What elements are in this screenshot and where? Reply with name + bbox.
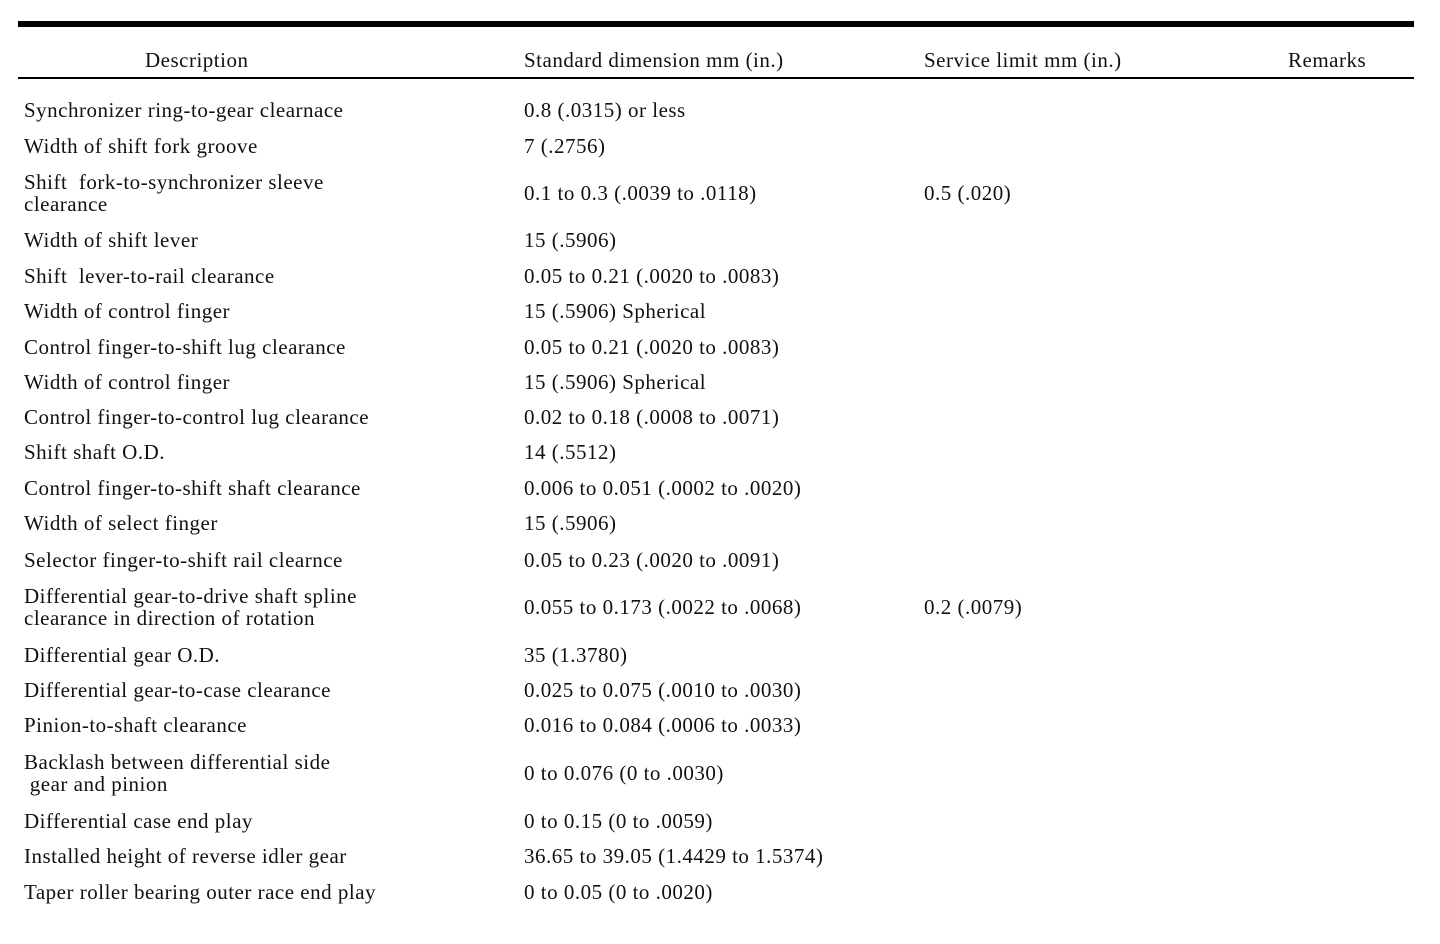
- cell-standard: 0.055 to 0.173 (.0022 to .0068): [524, 595, 802, 619]
- header-standard-dimension: Standard dimension mm (in.): [524, 48, 784, 72]
- cell-standard: 0.02 to 0.18 (.0008 to .0071): [524, 405, 780, 429]
- cell-description: Differential gear-to-drive shaft spline …: [24, 584, 357, 630]
- cell-description: Shift shaft O.D.: [24, 440, 165, 464]
- cell-description: Synchronizer ring-to-gear clearnace: [24, 98, 344, 122]
- cell-description: Width of select finger: [24, 511, 218, 535]
- header-service-limit: Service limit mm (in.): [924, 48, 1122, 72]
- cell-description: Installed height of reverse idler gear: [24, 844, 347, 868]
- cell-description: Taper roller bearing outer race end play: [24, 880, 377, 904]
- cell-standard: 0.025 to 0.075 (.0010 to .0030): [524, 678, 802, 702]
- cell-standard: 0 to 0.076 (0 to .0030): [524, 761, 724, 785]
- cell-standard: 0.05 to 0.21 (.0020 to .0083): [524, 264, 780, 288]
- cell-description: Differential gear O.D.: [24, 643, 221, 667]
- cell-description: Width of shift fork groove: [24, 134, 258, 158]
- table-top-rule: [18, 21, 1414, 27]
- cell-standard: 15 (.5906) Spherical: [524, 370, 707, 394]
- cell-description: Differential gear-to-case clearance: [24, 678, 331, 702]
- cell-service: 0.2 (.0079): [924, 595, 1023, 619]
- cell-standard: 14 (.5512): [524, 440, 617, 464]
- cell-standard: 0.05 to 0.23 (.0020 to .0091): [524, 548, 780, 572]
- cell-standard: 7 (.2756): [524, 134, 606, 158]
- cell-standard: 0.016 to 0.084 (.0006 to .0033): [524, 713, 802, 737]
- cell-service: 0.5 (.020): [924, 181, 1012, 205]
- cell-description: Backlash between differential side gear …: [24, 750, 331, 796]
- cell-standard: 15 (.5906): [524, 228, 617, 252]
- cell-description: Pinion-to-shaft clearance: [24, 713, 247, 737]
- cell-standard: 15 (.5906): [524, 511, 617, 535]
- header-remarks: Remarks: [1288, 48, 1367, 72]
- header-rule: [18, 77, 1414, 79]
- cell-standard: 0.8 (.0315) or less: [524, 98, 686, 122]
- cell-standard: 35 (1.3780): [524, 643, 628, 667]
- cell-standard: 0.1 to 0.3 (.0039 to .0118): [524, 181, 757, 205]
- cell-description: Width of shift lever: [24, 228, 199, 252]
- header-description: Description: [145, 48, 249, 72]
- cell-standard: 0.006 to 0.051 (.0002 to .0020): [524, 476, 802, 500]
- cell-description: Width of control finger: [24, 299, 231, 323]
- cell-description: Differential case end play: [24, 809, 253, 833]
- cell-standard: 0 to 0.05 (0 to .0020): [524, 880, 713, 904]
- cell-standard: 36.65 to 39.05 (1.4429 to 1.5374): [524, 844, 824, 868]
- cell-description: Control finger-to-shift shaft clearance: [24, 476, 361, 500]
- cell-description: Selector finger-to-shift rail clearnce: [24, 548, 343, 572]
- cell-standard: 15 (.5906) Spherical: [524, 299, 707, 323]
- cell-description: Shift fork-to-synchronizer sleeve cleara…: [24, 170, 324, 216]
- cell-standard: 0 to 0.15 (0 to .0059): [524, 809, 713, 833]
- cell-description: Control finger-to-control lug clearance: [24, 405, 370, 429]
- cell-description: Shift lever-to-rail clearance: [24, 264, 275, 288]
- cell-description: Width of control finger: [24, 370, 231, 394]
- cell-standard: 0.05 to 0.21 (.0020 to .0083): [524, 335, 780, 359]
- cell-description: Control finger-to-shift lug clearance: [24, 335, 346, 359]
